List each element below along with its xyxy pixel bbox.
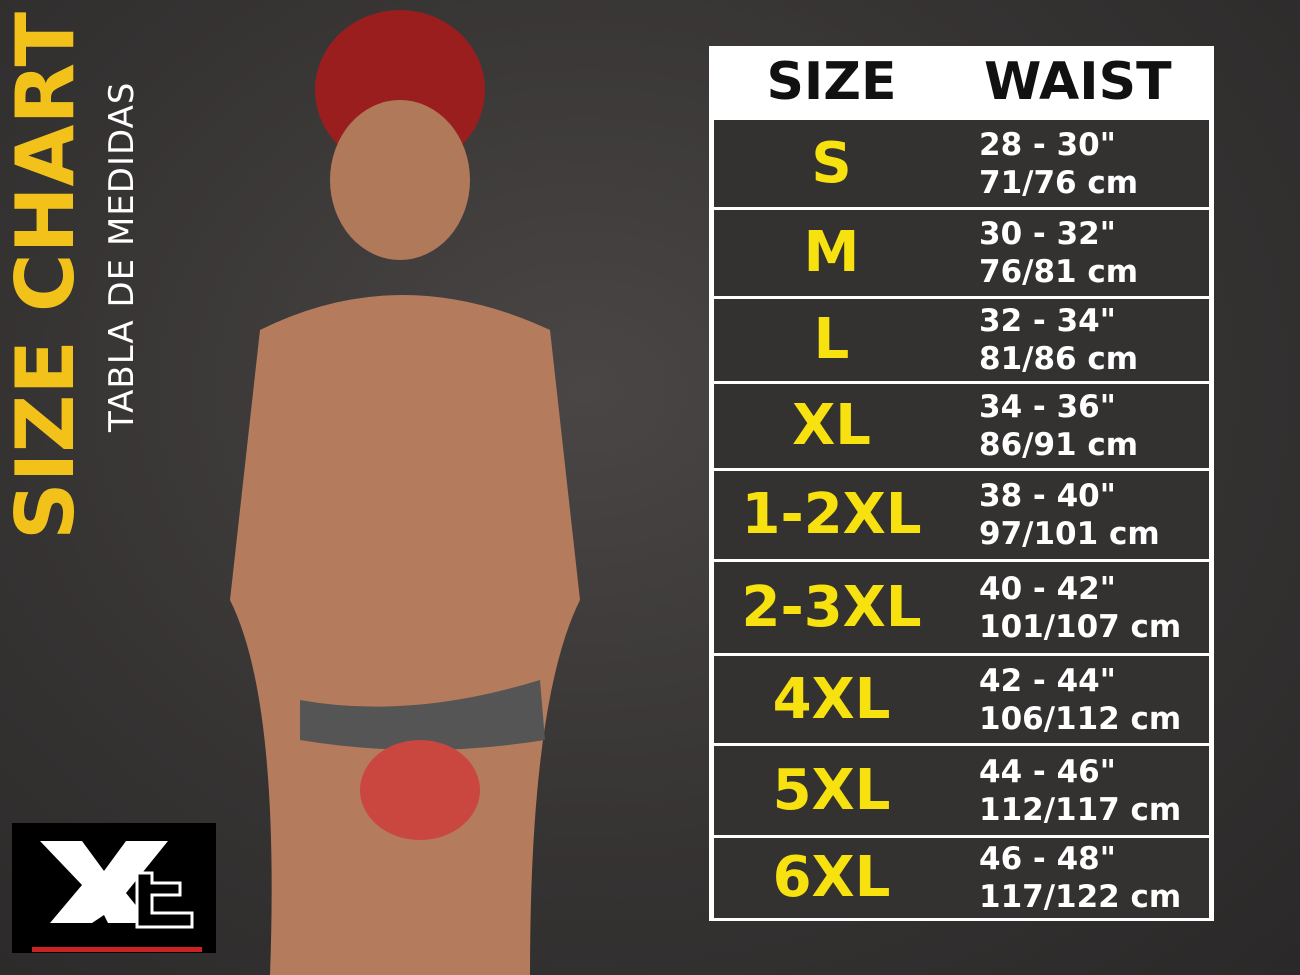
waist-values: 40 - 42" 101/107 cm: [949, 570, 1181, 646]
size-label: 6XL: [772, 845, 891, 910]
table-row: S 28 - 30" 71/76 cm: [714, 120, 1209, 207]
waist-inches: 30 - 32": [979, 216, 1116, 252]
header-waist: WAIST: [984, 51, 1172, 112]
waist-inches: 46 - 48": [979, 841, 1116, 877]
size-label: M: [803, 220, 860, 285]
table-row: 6XL 46 - 48" 117/122 cm: [714, 838, 1209, 918]
size-chart-subtitle: TABLA DE MEDIDAS: [102, 81, 142, 432]
table-row: 1-2XL 38 - 40" 97/101 cm: [714, 471, 1209, 559]
table-row: 4XL 42 - 44" 106/112 cm: [714, 656, 1209, 743]
waist-values: 46 - 48" 117/122 cm: [949, 840, 1181, 916]
size-label: 5XL: [772, 757, 891, 823]
waist-values: 42 - 44" 106/112 cm: [949, 662, 1181, 738]
table-header: SIZE WAIST: [714, 46, 1209, 117]
table-row: L 32 - 34" 81/86 cm: [714, 299, 1209, 381]
model-photo: [230, 10, 580, 975]
table-row: 2-3XL 40 - 42" 101/107 cm: [714, 562, 1209, 653]
waist-cm: 86/91 cm: [979, 427, 1139, 463]
waist-cm: 71/76 cm: [979, 164, 1139, 201]
waist-values: 32 - 34" 81/86 cm: [949, 302, 1138, 378]
waist-inches: 28 - 30": [979, 126, 1116, 163]
waist-values: 44 - 46" 112/117 cm: [949, 753, 1181, 829]
waist-inches: 34 - 36": [979, 389, 1116, 425]
size-label: XL: [792, 393, 871, 458]
waist-values: 38 - 40" 97/101 cm: [949, 477, 1160, 553]
waist-inches: 40 - 42": [979, 570, 1116, 607]
waist-cm: 112/117 cm: [979, 791, 1182, 828]
xtremen-logo: [12, 823, 216, 953]
waist-cm: 97/101 cm: [979, 516, 1160, 552]
waist-values: 34 - 36" 86/91 cm: [949, 388, 1138, 464]
size-label: L: [813, 307, 850, 372]
size-label: S: [811, 130, 852, 196]
waist-cm: 81/86 cm: [979, 341, 1139, 377]
waist-values: 30 - 32" 76/81 cm: [949, 215, 1138, 291]
size-chart-title: SIZE CHART: [0, 11, 92, 540]
waist-cm: 76/81 cm: [979, 254, 1139, 290]
size-table: SIZE WAIST S 28 - 30" 71/76 cm M 30 - 32" 7…: [709, 46, 1214, 921]
header-size: SIZE: [766, 51, 897, 112]
table-row: M 30 - 32" 76/81 cm: [714, 210, 1209, 296]
waist-inches: 42 - 44": [979, 662, 1116, 699]
waist-cm: 117/122 cm: [979, 879, 1182, 915]
waist-inches: 32 - 34": [979, 303, 1116, 339]
table-row: XL 34 - 36" 86/91 cm: [714, 384, 1209, 468]
size-label: 2-3XL: [741, 574, 922, 640]
waist-inches: 38 - 40": [979, 478, 1116, 514]
waist-values: 28 - 30" 71/76 cm: [949, 126, 1138, 202]
size-label: 1-2XL: [741, 482, 922, 547]
waist-cm: 106/112 cm: [979, 700, 1182, 737]
waist-inches: 44 - 46": [979, 753, 1116, 790]
waist-cm: 101/107 cm: [979, 608, 1182, 645]
table-row: 5XL 44 - 46" 112/117 cm: [714, 746, 1209, 835]
size-label: 4XL: [772, 666, 891, 732]
